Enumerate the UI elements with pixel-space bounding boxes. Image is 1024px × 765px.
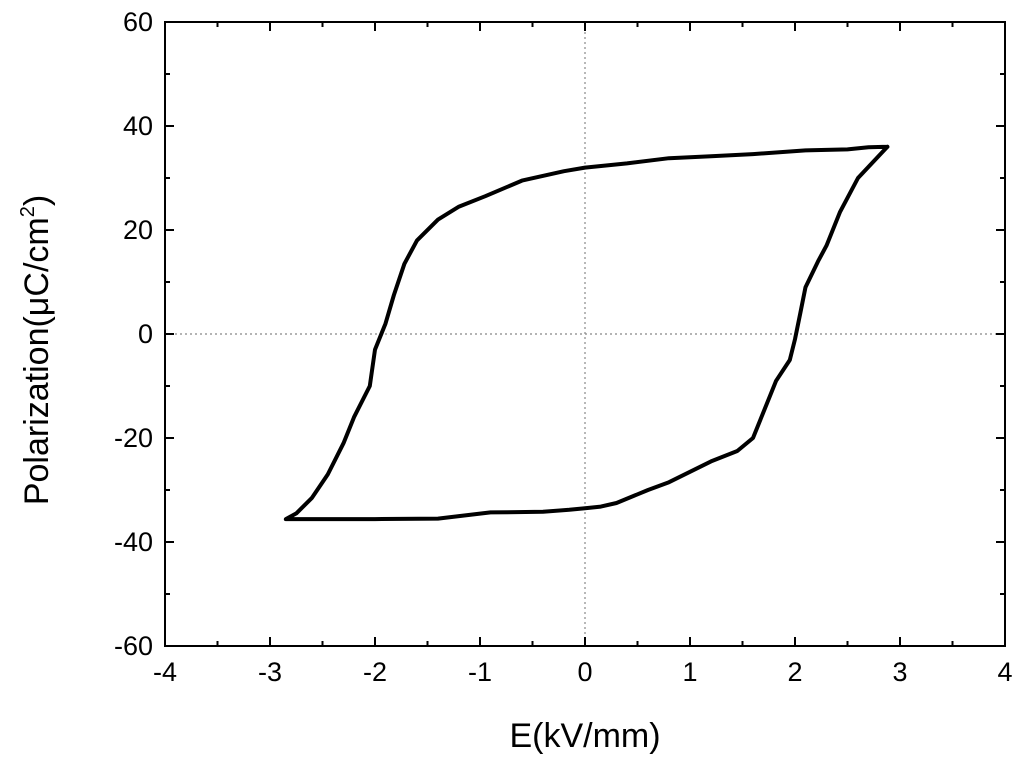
- x-tick-label: 3: [892, 657, 907, 687]
- x-tick-label: 1: [682, 657, 697, 687]
- y-tick-label: 60: [123, 7, 153, 37]
- y-tick-label: -60: [114, 631, 153, 661]
- y-tick-label: 20: [123, 215, 153, 245]
- y-axis-title: Polarization(μC/cm2): [17, 195, 56, 505]
- y-axis-title-superscript: 2: [17, 206, 39, 217]
- x-tick-label: 4: [997, 657, 1012, 687]
- y-tick-label: -20: [114, 423, 153, 453]
- y-axis-title-close: ): [18, 195, 56, 206]
- x-tick-label: 0: [577, 657, 592, 687]
- y-tick-label: 40: [123, 111, 153, 141]
- y-axis-tick-labels: -60 -40 -20 0 20 40 60: [114, 7, 153, 661]
- y-axis-title-main: Polarization(μC/cm: [18, 217, 56, 505]
- x-tick-label: -2: [363, 657, 387, 687]
- x-tick-label: -4: [153, 657, 177, 687]
- x-axis-title: E(kV/mm): [509, 717, 660, 755]
- y-tick-label: -40: [114, 527, 153, 557]
- polarization-loop-line: [283, 144, 890, 522]
- x-tick-label: 2: [787, 657, 802, 687]
- x-tick-label: -1: [468, 657, 492, 687]
- x-axis-ticks: [164, 22, 1006, 646]
- x-axis-tick-labels: -4 -3 -2 -1 0 1 2 3 4: [153, 657, 1013, 687]
- plot-frame: [164, 21, 1006, 647]
- zero-reference-lines: [165, 22, 1005, 646]
- y-tick-label: 0: [138, 319, 153, 349]
- x-tick-label: -3: [258, 657, 282, 687]
